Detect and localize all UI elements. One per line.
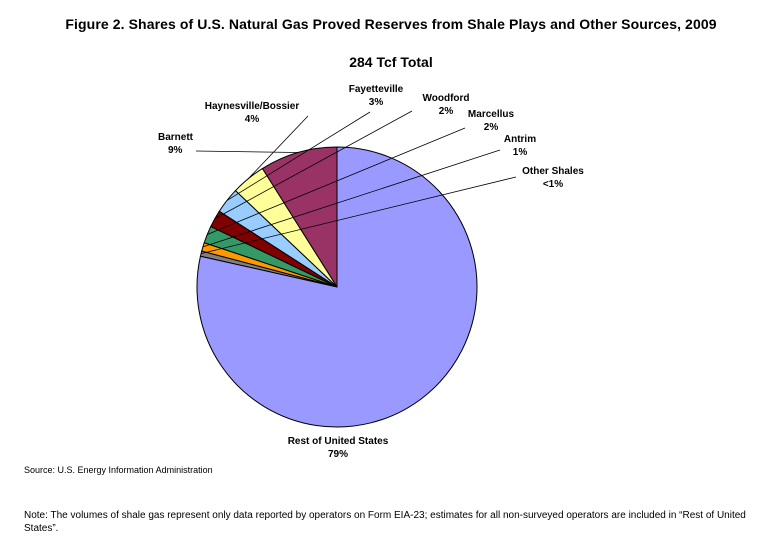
- leader-line-other-shales: [200, 176, 517, 255]
- chart-title: 284 Tcf Total: [349, 54, 433, 70]
- footnote: Note: The volumes of shale gas represent…: [24, 510, 746, 534]
- slice-value-antrim: 1%: [513, 147, 528, 158]
- slice-name-haynesville-bossier: Haynesville/Bossier: [205, 101, 300, 112]
- leader-line-haynesville-bossier: [247, 115, 309, 180]
- slice-name-rest-of-united-states: Rest of United States: [288, 436, 389, 447]
- leader-line-barnett: [195, 150, 299, 153]
- slice-value-marcellus: 2%: [484, 122, 499, 133]
- slice-name-fayetteville: Fayetteville: [349, 84, 404, 95]
- leader-line-woodford: [214, 110, 413, 220]
- slice-value-rest-of-united-states: 79%: [328, 449, 348, 460]
- slice-value-fayetteville: 3%: [369, 97, 384, 108]
- source-note: Source: U.S. Energy Information Administ…: [24, 465, 213, 475]
- slice-name-other-shales: Other Shales: [522, 166, 584, 177]
- slice-name-woodford: Woodford: [422, 93, 469, 104]
- slice-value-woodford: 2%: [439, 106, 454, 117]
- leader-line-fayetteville: [226, 111, 371, 201]
- slice-value-barnett: 9%: [168, 145, 183, 156]
- leader-line-antrim: [202, 149, 501, 248]
- pie-slice-rest-of-united-states: [196, 146, 478, 428]
- slice-value-other-shales: <1%: [543, 179, 563, 190]
- slice-name-barnett: Barnett: [158, 132, 194, 143]
- leader-line-marcellus: [207, 127, 466, 235]
- slice-name-antrim: Antrim: [504, 134, 536, 145]
- figure-title: Figure 2. Shares of U.S. Natural Gas Pro…: [65, 16, 717, 32]
- slice-name-marcellus: Marcellus: [468, 109, 515, 120]
- slice-value-haynesville-bossier: 4%: [245, 114, 260, 125]
